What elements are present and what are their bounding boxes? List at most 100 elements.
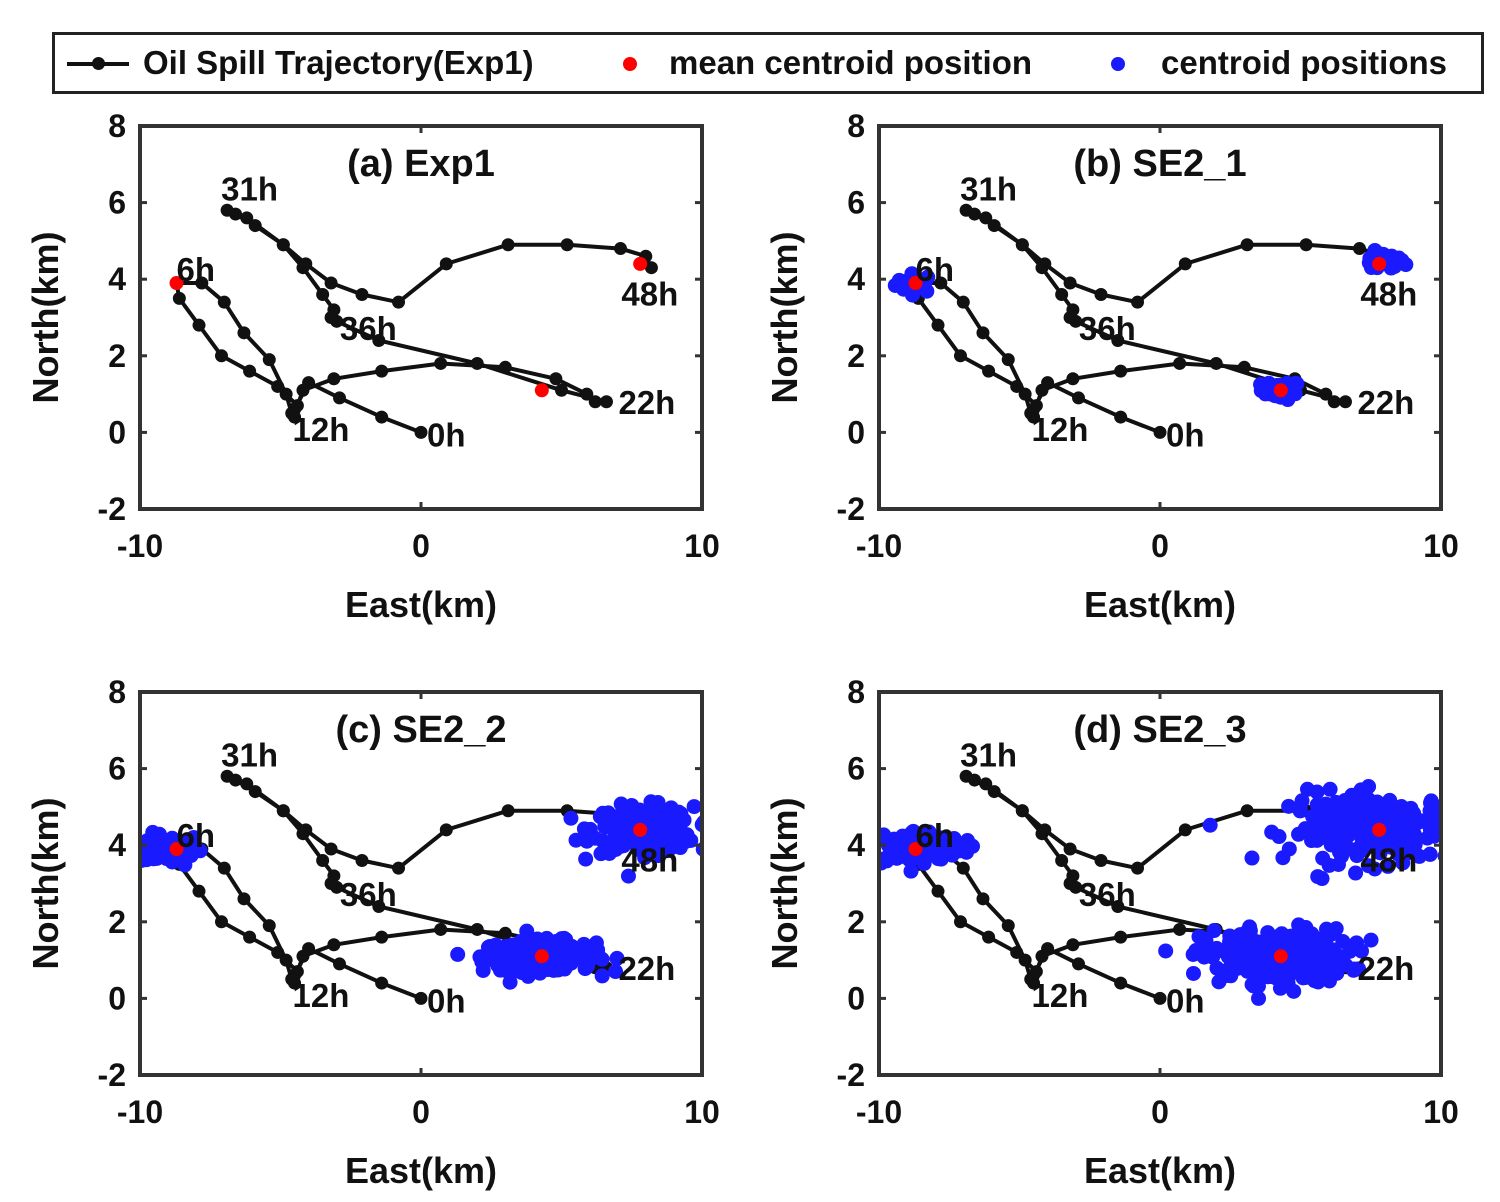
centroid-point (1225, 949, 1241, 965)
y-tick-label: -2 (98, 491, 126, 527)
centroid-point (1404, 803, 1420, 819)
trajectory-point (375, 930, 389, 944)
panel-a: 0h 12h 6h 22h 36h 31h 48h (a) Exp1 -2 0 2 4 6 8 -10 0 10… (25, 108, 720, 625)
trajectory-point (414, 991, 428, 1005)
centroid-point (1280, 965, 1296, 981)
trajectory-point (1072, 391, 1086, 405)
trajectory-point (1072, 957, 1086, 971)
trajectory-point (217, 861, 231, 875)
time-label-0h: 0h (427, 416, 466, 453)
trajectory-point (1178, 823, 1192, 837)
centroid-point (1292, 800, 1308, 816)
time-label-31h: 31h (221, 170, 278, 207)
centroid-point (450, 946, 466, 962)
centroid-point (1281, 798, 1297, 814)
trajectory-point (1055, 854, 1069, 868)
x-axis-label: East(km) (345, 584, 497, 625)
centroid-point (959, 832, 975, 848)
centroid-point (1205, 949, 1221, 965)
trajectory-point (1111, 899, 1125, 913)
centroid-point (592, 809, 608, 825)
centroid-point (1391, 250, 1407, 266)
centroid-point (1254, 940, 1270, 956)
y-tick-label: 4 (108, 261, 126, 297)
trajectory-point (976, 326, 990, 340)
centroid-point (1444, 824, 1459, 839)
centroid-point (549, 951, 565, 967)
x-axis-label: East(km) (1084, 1150, 1236, 1191)
plot-content (887, 203, 1414, 439)
y-tick-label: -2 (837, 1057, 865, 1093)
centroid-point (1385, 839, 1401, 855)
y-tick-label: 0 (108, 980, 126, 1016)
trajectory-point (953, 915, 967, 929)
y-tick-label: 8 (847, 108, 865, 144)
centroid-point (1259, 969, 1275, 985)
trajectory-point (979, 777, 993, 791)
centroid-point (896, 281, 912, 297)
centroid-point (1489, 839, 1500, 854)
trajectory-point (934, 276, 948, 290)
trajectory-point (1066, 869, 1080, 883)
trajectory-point (982, 930, 996, 944)
trajectory-point (324, 842, 338, 856)
plot-content (140, 769, 702, 1005)
trajectory-point (392, 861, 406, 875)
trajectory-point (1131, 295, 1145, 309)
time-label-12h: 12h (1032, 411, 1089, 448)
trajectory-point (956, 861, 970, 875)
trajectory-point (195, 276, 209, 290)
trajectory-point (1327, 395, 1341, 409)
trajectory-point (299, 823, 313, 837)
trajectory-point (271, 379, 285, 393)
trajectory-point (262, 353, 276, 367)
trajectory-point (355, 288, 369, 302)
centroid-point (607, 812, 623, 828)
y-tick-label: 2 (108, 338, 126, 374)
y-tick-label: 8 (108, 674, 126, 710)
panel-title: (d) SE2_3 (1073, 709, 1246, 751)
centroid-point (1323, 926, 1339, 942)
centroid-point (1362, 809, 1378, 825)
trajectory-point (439, 823, 453, 837)
trajectory-point (290, 399, 304, 413)
trajectory-point (279, 953, 293, 967)
y-tick-label: 6 (847, 185, 865, 221)
time-label-22h: 22h (618, 384, 675, 421)
centroid-point (1322, 781, 1338, 797)
y-axis-label: North(km) (25, 798, 66, 970)
centroid-point (1211, 974, 1227, 990)
centroid-point (1158, 943, 1174, 959)
x-tick-label: 10 (684, 1094, 720, 1130)
trajectory-point (1035, 383, 1049, 397)
trajectory-point (316, 854, 330, 868)
trajectory-point (1035, 949, 1049, 963)
y-tick-label: 0 (108, 414, 126, 450)
trajectory-point (1338, 395, 1352, 409)
trajectory-point (214, 915, 228, 929)
trajectory-point (276, 804, 290, 818)
centroid-point (1244, 850, 1260, 866)
trajectory-point (172, 291, 186, 305)
centroid-point (932, 830, 948, 846)
time-label-12h: 12h (293, 977, 350, 1014)
centroid-point (1242, 924, 1258, 940)
trajectory-point (1038, 823, 1052, 837)
trajectory-point (1178, 257, 1192, 271)
x-axis-label: East(km) (1084, 584, 1236, 625)
centroid-point (620, 868, 636, 884)
trajectory-point (1240, 804, 1254, 818)
time-label-31h: 31h (221, 736, 278, 773)
trajectory-point (1066, 303, 1080, 317)
centroid-point (1239, 963, 1255, 979)
y-tick-label: 2 (847, 904, 865, 940)
trajectory-point (1237, 360, 1251, 374)
trajectory-point (501, 804, 515, 818)
centroid-point (1348, 865, 1364, 881)
centroid-point (1367, 861, 1383, 877)
time-label-36h: 36h (1079, 876, 1136, 913)
trajectory-point (296, 949, 310, 963)
panel-title: (a) Exp1 (347, 143, 495, 185)
trajectory-point (1066, 372, 1080, 386)
mean-centroid-point (633, 256, 648, 271)
